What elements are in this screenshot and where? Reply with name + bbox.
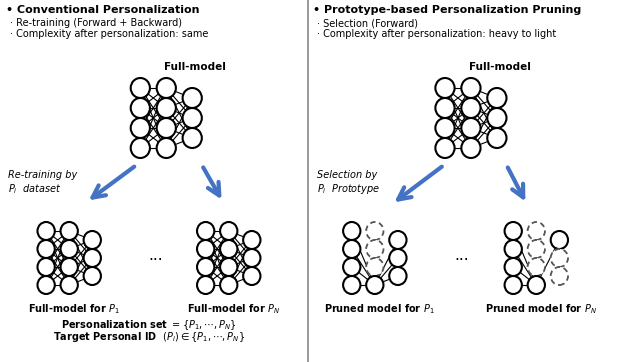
- Circle shape: [504, 276, 522, 294]
- Circle shape: [343, 276, 360, 294]
- Circle shape: [197, 276, 214, 294]
- Circle shape: [461, 138, 481, 158]
- Circle shape: [343, 240, 360, 258]
- Circle shape: [220, 258, 237, 276]
- Circle shape: [131, 118, 150, 138]
- Circle shape: [220, 222, 237, 240]
- Text: Full-model: Full-model: [469, 62, 531, 72]
- Text: Re-training by
$P_i$  dataset: Re-training by $P_i$ dataset: [8, 170, 77, 196]
- Circle shape: [157, 118, 176, 138]
- Circle shape: [157, 78, 176, 98]
- Circle shape: [220, 276, 237, 294]
- Circle shape: [504, 258, 522, 276]
- Circle shape: [182, 128, 202, 148]
- Circle shape: [61, 240, 78, 258]
- Text: Full-model: Full-model: [164, 62, 226, 72]
- Text: · Complexity after personalization: heavy to light: · Complexity after personalization: heav…: [317, 29, 556, 39]
- Circle shape: [157, 98, 176, 118]
- Text: · Complexity after personalization: same: · Complexity after personalization: same: [10, 29, 208, 39]
- Circle shape: [38, 258, 55, 276]
- Text: Pruned model for $P_N$: Pruned model for $P_N$: [485, 302, 597, 316]
- Circle shape: [366, 276, 383, 294]
- Circle shape: [550, 249, 568, 267]
- Text: Pruned model for $P_1$: Pruned model for $P_1$: [324, 302, 435, 316]
- Text: · Re-training (Forward + Backward): · Re-training (Forward + Backward): [10, 18, 182, 28]
- Text: ...: ...: [148, 248, 163, 262]
- Text: Personalization set $= \{P_1, \cdots, P_N\}$: Personalization set $= \{P_1, \cdots, P_…: [61, 318, 237, 332]
- Circle shape: [61, 276, 78, 294]
- Circle shape: [435, 78, 454, 98]
- Circle shape: [527, 222, 545, 240]
- Circle shape: [243, 249, 260, 267]
- Circle shape: [61, 258, 78, 276]
- Circle shape: [243, 231, 260, 249]
- Circle shape: [243, 267, 260, 285]
- Circle shape: [504, 222, 522, 240]
- Text: • Prototype-based Personalization Pruning: • Prototype-based Personalization Prunin…: [314, 5, 582, 15]
- Text: Full-model for $P_1$: Full-model for $P_1$: [28, 302, 120, 316]
- Circle shape: [182, 108, 202, 128]
- Circle shape: [131, 78, 150, 98]
- Text: Selection by
$P_i$  Prototype: Selection by $P_i$ Prototype: [317, 170, 380, 196]
- Text: ...: ...: [454, 248, 468, 262]
- Circle shape: [389, 267, 406, 285]
- Circle shape: [366, 258, 383, 276]
- Circle shape: [84, 249, 101, 267]
- Circle shape: [131, 98, 150, 118]
- Circle shape: [38, 240, 55, 258]
- Circle shape: [504, 240, 522, 258]
- Circle shape: [182, 88, 202, 108]
- Text: Target Personal ID  $(P_i) \in \{P_1, \cdots, P_N\}$: Target Personal ID $(P_i) \in \{P_1, \cd…: [53, 330, 245, 344]
- Circle shape: [61, 222, 78, 240]
- Circle shape: [38, 222, 55, 240]
- Circle shape: [389, 231, 406, 249]
- Circle shape: [550, 231, 568, 249]
- Circle shape: [487, 88, 506, 108]
- Circle shape: [550, 267, 568, 285]
- Circle shape: [38, 276, 55, 294]
- Circle shape: [527, 240, 545, 258]
- Circle shape: [461, 98, 481, 118]
- Circle shape: [366, 240, 383, 258]
- Circle shape: [343, 258, 360, 276]
- Circle shape: [487, 128, 506, 148]
- Text: • Conventional Personalization: • Conventional Personalization: [6, 5, 199, 15]
- Circle shape: [435, 98, 454, 118]
- Circle shape: [527, 276, 545, 294]
- Circle shape: [527, 258, 545, 276]
- Circle shape: [84, 267, 101, 285]
- Circle shape: [435, 138, 454, 158]
- Circle shape: [487, 108, 506, 128]
- Circle shape: [461, 118, 481, 138]
- Text: Full-model for $P_N$: Full-model for $P_N$: [187, 302, 280, 316]
- Circle shape: [197, 222, 214, 240]
- Circle shape: [220, 240, 237, 258]
- Circle shape: [435, 118, 454, 138]
- Circle shape: [157, 138, 176, 158]
- Circle shape: [366, 222, 383, 240]
- Circle shape: [461, 78, 481, 98]
- Circle shape: [197, 240, 214, 258]
- Circle shape: [389, 249, 406, 267]
- Circle shape: [84, 231, 101, 249]
- Circle shape: [343, 222, 360, 240]
- Circle shape: [197, 258, 214, 276]
- Text: · Selection (Forward): · Selection (Forward): [317, 18, 418, 28]
- Circle shape: [131, 138, 150, 158]
